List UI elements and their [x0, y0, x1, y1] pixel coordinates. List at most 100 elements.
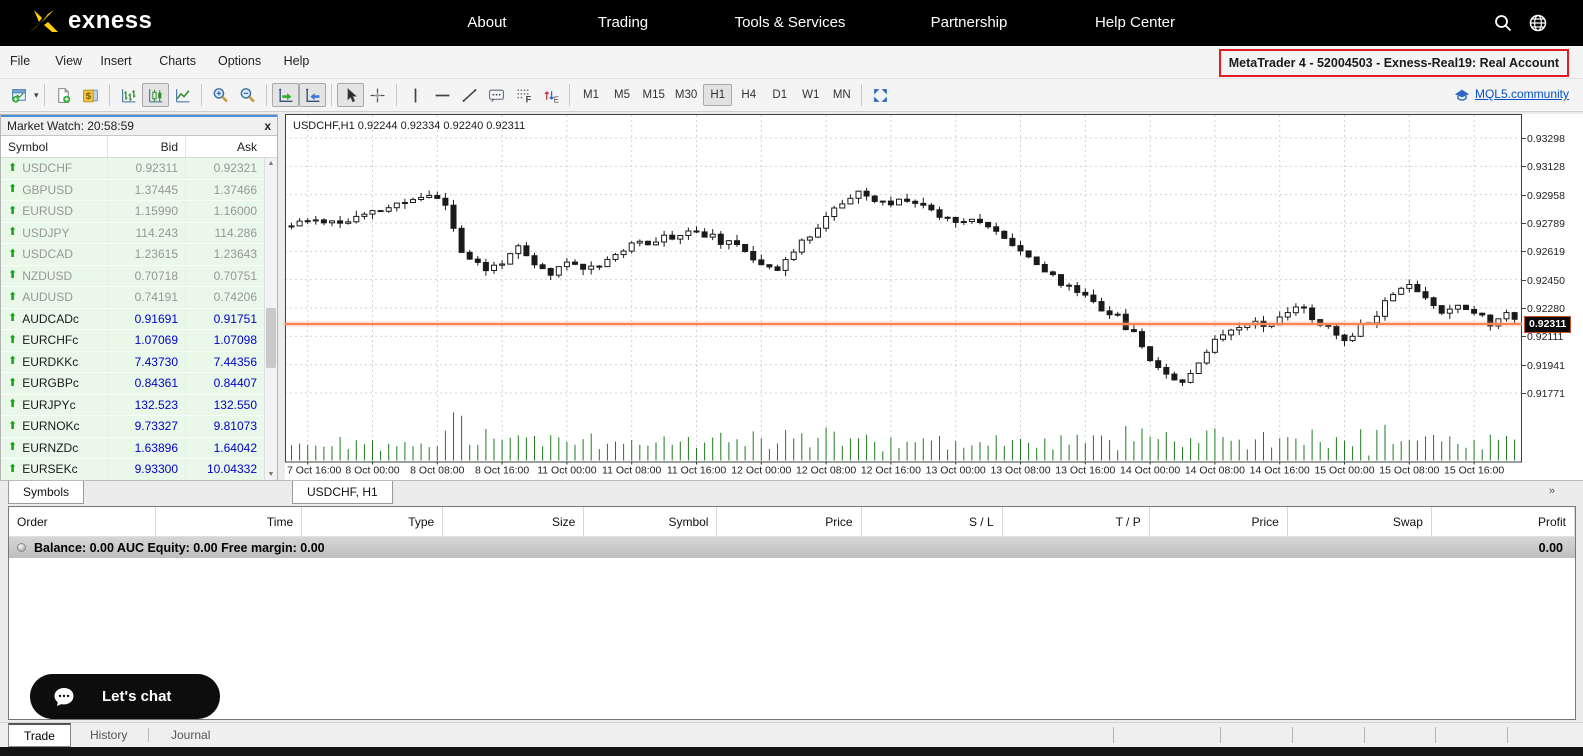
timeframe-h4[interactable]: H4	[741, 89, 757, 101]
price-tick-label: 0.92619	[1522, 246, 1565, 259]
orders-column-order[interactable]: Order	[9, 507, 157, 536]
tab-overflow-icon[interactable]: »	[1548, 485, 1555, 497]
orders-column-symbol[interactable]: Symbol	[584, 507, 718, 536]
market-watch-row-eurnzdc[interactable]: ⬆ EURNZDc 1.63896 1.64042	[1, 437, 277, 459]
menu-options[interactable]: Options	[218, 54, 262, 68]
mql5-link-text[interactable]: MQL5.community	[1474, 87, 1569, 101]
timeframe-w1[interactable]: W1	[802, 89, 820, 101]
balance-row[interactable]: Balance: 0.00 AUC Equity: 0.00 Free marg…	[9, 537, 1575, 558]
menu-help[interactable]: Help	[283, 54, 310, 68]
orders-column-swap[interactable]: Swap	[1288, 507, 1432, 536]
nav-item-partnership[interactable]: Partnership	[930, 14, 1008, 31]
orders-column-size[interactable]: Size	[443, 507, 585, 536]
timeframe-mn[interactable]: MN	[832, 89, 851, 101]
nav-item-tools-services[interactable]: Tools & Services	[734, 14, 846, 31]
horizontal-line-button[interactable]	[429, 83, 456, 107]
close-icon[interactable]: x	[264, 119, 271, 133]
timeframe-m1[interactable]: M1	[583, 89, 600, 101]
bars-chart-button[interactable]	[115, 83, 142, 107]
new-chart-button[interactable]	[6, 83, 33, 107]
market-watch-row-eurdkkc[interactable]: ⬆ EURDKKc 7.43730 7.44356	[1, 351, 277, 373]
candles-chart-button[interactable]	[141, 83, 169, 107]
menu-view[interactable]: View	[55, 54, 83, 68]
timeframe-m5[interactable]: M5	[614, 89, 631, 101]
market-watch-row-usdchf[interactable]: ⬆ USDCHF 0.92311 0.92321	[1, 158, 277, 180]
market-watch-row-usdjpy[interactable]: ⬆ USDJPY 114.243 114.286	[1, 222, 277, 244]
market-watch-row-usdcad[interactable]: ⬆ USDCAD 1.23615 1.23643	[1, 244, 277, 266]
toolbar: ▾ $ F E M1 M5 M15 M30 H1 H4 D1 W1 MN MQL5.community	[0, 79, 1583, 112]
timeframe-h1[interactable]: H1	[703, 84, 733, 106]
menu-file[interactable]: File	[10, 54, 31, 68]
zoom-out-button[interactable]	[234, 83, 261, 107]
market-watch-row-eursekc[interactable]: ⬆ EURSEKc 9.93300 10.04332	[1, 459, 277, 480]
new-order-button[interactable]: $	[77, 83, 104, 107]
timeframe-m15[interactable]: M15	[642, 89, 665, 101]
exness-logo[interactable]: exness	[28, 7, 152, 35]
profiles-button[interactable]	[50, 83, 77, 107]
time-tick-label: 12 Oct 08:00	[796, 465, 856, 477]
market-watch-row-audusd[interactable]: ⬆ AUDUSD 0.74191 0.74206	[1, 287, 277, 309]
market-watch-row-eurchfc[interactable]: ⬆ EURCHFc 1.07069 1.07098	[1, 330, 277, 352]
market-watch-row-eurgbpc[interactable]: ⬆ EURGBPc 0.84361 0.84407	[1, 373, 277, 395]
new-chart-icon	[12, 88, 26, 103]
market-watch-row-nzdusd[interactable]: ⬆ NZDUSD 0.70718 0.70751	[1, 265, 277, 287]
chart-plot[interactable]: 7 Oct 16:00 8 Oct 00:00 8 Oct 08:00 8 Oct 1…	[285, 114, 1522, 477]
market-watch-row-eurusd[interactable]: ⬆ EURUSD 1.15990 1.16000	[1, 201, 277, 223]
collapse-orb-icon[interactable]	[17, 543, 26, 552]
menu-charts[interactable]: Charts	[159, 54, 197, 68]
market-watch-row-eurnokc[interactable]: ⬆ EURNOKc 9.73327 9.81073	[1, 416, 277, 438]
orders-column-s-l[interactable]: S / L	[862, 507, 1003, 536]
market-watch-row-gbpusd[interactable]: ⬆ GBPUSD 1.37445 1.37466	[1, 179, 277, 201]
column-header-symbol[interactable]: Symbol	[1, 136, 108, 157]
text-label-button[interactable]	[483, 83, 510, 107]
tab-separator	[148, 728, 149, 742]
workspace: Market Watch: 20:58:59 x Symbol Bid Ask …	[0, 112, 1583, 504]
trendline-button[interactable]	[456, 83, 483, 107]
scroll-down-icon[interactable]: ▼	[267, 471, 275, 478]
arrows-tool-button[interactable]: E	[537, 83, 564, 107]
orders-column-price[interactable]: Price	[1150, 507, 1288, 536]
mql5-link[interactable]: MQL5.community	[1454, 86, 1569, 102]
crosshair-button[interactable]	[364, 83, 391, 107]
orders-column-type[interactable]: Type	[302, 507, 444, 536]
cursor-button[interactable]	[336, 83, 364, 107]
bottom-tab-journal[interactable]: Journal	[171, 728, 211, 742]
chart-shift-button[interactable]	[298, 83, 326, 107]
nav-item-help-center[interactable]: Help Center	[1094, 14, 1176, 31]
zoom-in-button[interactable]	[207, 83, 234, 107]
column-header-ask[interactable]: Ask	[236, 139, 257, 154]
lets-chat-button[interactable]: Let's chat	[30, 674, 220, 719]
fibonacci-button[interactable]: F	[510, 83, 537, 107]
column-header-bid[interactable]: Bid	[108, 136, 186, 157]
market-watch-scrollbar[interactable]: ▲ ▼	[264, 158, 277, 480]
exness-logo-icon	[30, 10, 58, 32]
nav-item-about[interactable]: About	[467, 14, 507, 31]
nav-item-trading[interactable]: Trading	[597, 14, 649, 31]
auto-scroll-button[interactable]	[271, 83, 299, 107]
orders-column-price[interactable]: Price	[717, 507, 862, 536]
bottom-tab-trade[interactable]: Trade	[8, 723, 71, 747]
orders-column-profit[interactable]: Profit	[1432, 507, 1575, 536]
tab-symbols[interactable]: Symbols	[8, 481, 85, 504]
vertical-line-button[interactable]	[402, 83, 429, 107]
scroll-up-icon[interactable]: ▲	[267, 160, 275, 167]
search-icon[interactable]	[1493, 13, 1513, 33]
market-watch-row-eurjpyc[interactable]: ⬆ EURJPYc 132.523 132.550	[1, 394, 277, 416]
fullscreen-button[interactable]	[867, 83, 894, 107]
orders-column-time[interactable]: Time	[156, 507, 303, 536]
orders-column-t-p[interactable]: T / P	[1003, 507, 1150, 536]
line-chart-button[interactable]	[169, 83, 196, 107]
market-watch-row-audcadc[interactable]: ⬆ AUDCADc 0.91691 0.91751	[1, 308, 277, 330]
bid-value: 1.63896	[108, 437, 186, 458]
menu-insert[interactable]: Insert	[100, 54, 132, 68]
scrollbar-thumb[interactable]	[266, 308, 276, 368]
chevron-down-icon[interactable]: ▾	[34, 89, 39, 100]
timeframe-d1[interactable]: D1	[772, 89, 788, 101]
chart-ohlc-header: USDCHF,H1 0.92244 0.92334 0.92240 0.9231…	[293, 120, 526, 132]
bottom-tab-history[interactable]: History	[90, 728, 128, 742]
globe-icon[interactable]	[1528, 13, 1548, 33]
tab-chart-usdchf[interactable]: USDCHF, H1	[292, 481, 393, 504]
price-axis[interactable]: 0.93298 0.93128 0.92958 0.92789 0.92619 0.924…	[1521, 114, 1583, 462]
zoom-in-icon	[213, 87, 228, 102]
timeframe-m30[interactable]: M30	[674, 89, 698, 101]
